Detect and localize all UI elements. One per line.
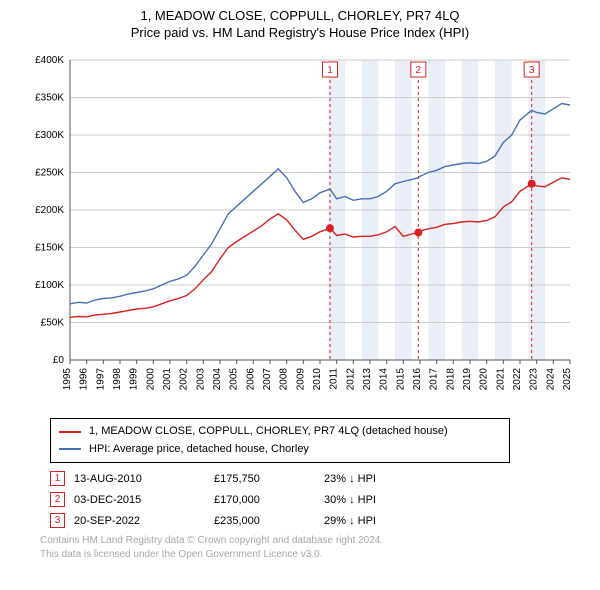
svg-text:1996: 1996 bbox=[79, 368, 90, 391]
svg-text:2020: 2020 bbox=[479, 368, 490, 391]
svg-text:2: 2 bbox=[416, 65, 422, 76]
svg-text:2014: 2014 bbox=[379, 368, 390, 391]
svg-text:£100K: £100K bbox=[35, 280, 64, 291]
svg-text:2009: 2009 bbox=[295, 368, 306, 391]
transaction-date: 20-SEP-2022 bbox=[74, 515, 214, 527]
svg-text:£200K: £200K bbox=[35, 205, 64, 216]
svg-text:£350K: £350K bbox=[35, 93, 64, 104]
svg-text:2019: 2019 bbox=[462, 368, 473, 391]
svg-text:2012: 2012 bbox=[345, 368, 356, 391]
transaction-date: 13-AUG-2010 bbox=[74, 473, 214, 485]
attribution-footer: Contains HM Land Registry data © Crown c… bbox=[40, 534, 600, 562]
legend-swatch bbox=[59, 448, 81, 450]
transaction-price: £175,750 bbox=[214, 473, 324, 485]
transaction-delta: 29% ↓ HPI bbox=[324, 515, 444, 527]
transaction-price: £170,000 bbox=[214, 494, 324, 506]
transaction-delta: 23% ↓ HPI bbox=[324, 473, 444, 485]
svg-text:2016: 2016 bbox=[412, 368, 423, 391]
svg-text:1997: 1997 bbox=[95, 368, 106, 391]
svg-text:2008: 2008 bbox=[279, 368, 290, 391]
transaction-marker: 3 bbox=[50, 513, 65, 528]
chart-header: 1, MEADOW CLOSE, COPPULL, CHORLEY, PR7 4… bbox=[0, 0, 600, 44]
svg-text:2023: 2023 bbox=[529, 368, 540, 391]
transaction-marker: 2 bbox=[50, 492, 65, 507]
svg-text:£150K: £150K bbox=[35, 243, 64, 254]
footer-line1: Contains HM Land Registry data © Crown c… bbox=[40, 534, 600, 548]
svg-text:£400K: £400K bbox=[35, 55, 64, 66]
svg-text:2007: 2007 bbox=[262, 368, 273, 391]
transaction-delta: 30% ↓ HPI bbox=[324, 494, 444, 506]
svg-text:2005: 2005 bbox=[229, 368, 240, 391]
footer-line2: This data is licensed under the Open Gov… bbox=[40, 548, 600, 562]
transactions-table: 1 13-AUG-2010£175,75023% ↓ HPI 2 03-DEC-201… bbox=[50, 471, 600, 528]
legend-swatch bbox=[59, 431, 81, 433]
svg-text:2017: 2017 bbox=[429, 368, 440, 391]
svg-text:2010: 2010 bbox=[312, 368, 323, 391]
svg-text:1999: 1999 bbox=[129, 368, 140, 391]
svg-text:2000: 2000 bbox=[145, 368, 156, 391]
svg-text:£250K: £250K bbox=[35, 168, 64, 179]
svg-text:1: 1 bbox=[327, 65, 333, 76]
legend-row: HPI: Average price, detached house, Chor… bbox=[59, 441, 501, 459]
legend-row: 1, MEADOW CLOSE, COPPULL, CHORLEY, PR7 4… bbox=[59, 423, 501, 441]
svg-text:2025: 2025 bbox=[562, 368, 573, 391]
chart-subtitle: Price paid vs. HM Land Registry's House … bbox=[0, 25, 600, 40]
svg-text:2024: 2024 bbox=[545, 368, 556, 391]
chart-title: 1, MEADOW CLOSE, COPPULL, CHORLEY, PR7 4… bbox=[0, 8, 600, 23]
svg-text:£50K: £50K bbox=[41, 318, 65, 329]
svg-text:2013: 2013 bbox=[362, 368, 373, 391]
svg-text:2011: 2011 bbox=[329, 368, 340, 390]
transaction-date: 03-DEC-2015 bbox=[74, 494, 214, 506]
svg-text:£300K: £300K bbox=[35, 130, 64, 141]
svg-text:2004: 2004 bbox=[212, 368, 223, 391]
legend: 1, MEADOW CLOSE, COPPULL, CHORLEY, PR7 4… bbox=[50, 418, 510, 463]
svg-text:2001: 2001 bbox=[162, 368, 173, 391]
chart-area: £0 £50K £100K £150K £200K £250K £300K £350K £400… bbox=[20, 50, 580, 410]
transaction-price: £235,000 bbox=[214, 515, 324, 527]
svg-text:2021: 2021 bbox=[495, 368, 506, 391]
svg-text:2002: 2002 bbox=[179, 368, 190, 391]
svg-text:1995: 1995 bbox=[62, 368, 73, 391]
legend-label: HPI: Average price, detached house, Chor… bbox=[89, 441, 309, 459]
svg-text:2018: 2018 bbox=[445, 368, 456, 391]
svg-text:2022: 2022 bbox=[512, 368, 523, 391]
price-chart-svg: £0 £50K £100K £150K £200K £250K £300K £350K £400… bbox=[20, 50, 580, 410]
svg-text:2015: 2015 bbox=[395, 368, 406, 391]
svg-text:1998: 1998 bbox=[112, 368, 123, 391]
legend-label: 1, MEADOW CLOSE, COPPULL, CHORLEY, PR7 4… bbox=[89, 423, 448, 441]
svg-text:£0: £0 bbox=[53, 355, 65, 366]
transaction-marker: 1 bbox=[50, 471, 65, 486]
svg-text:2006: 2006 bbox=[245, 368, 256, 391]
svg-text:3: 3 bbox=[529, 65, 535, 76]
svg-text:2003: 2003 bbox=[195, 368, 206, 391]
